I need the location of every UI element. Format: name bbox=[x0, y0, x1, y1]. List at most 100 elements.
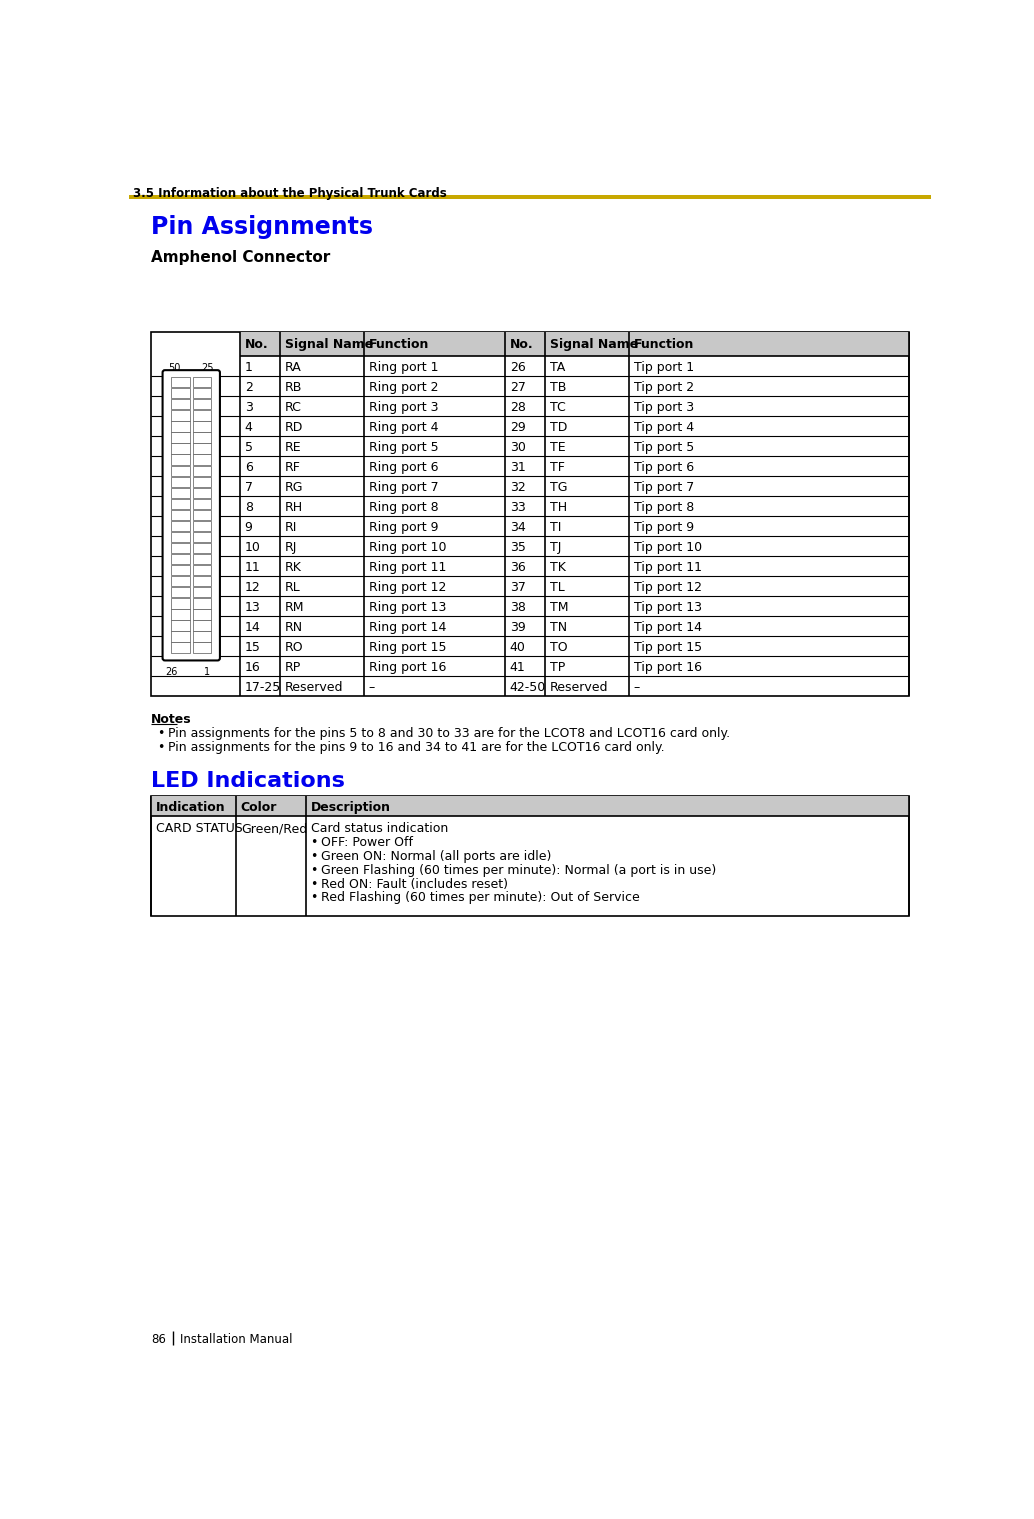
Text: 86: 86 bbox=[151, 1332, 165, 1346]
Text: 40: 40 bbox=[510, 641, 525, 655]
Text: Ring port 15: Ring port 15 bbox=[369, 641, 447, 655]
Text: Ring port 12: Ring port 12 bbox=[369, 582, 446, 594]
Text: TC: TC bbox=[550, 401, 566, 415]
Text: RA: RA bbox=[285, 362, 302, 374]
Text: RB: RB bbox=[285, 381, 302, 393]
Bar bbox=[192, 576, 211, 586]
Text: RK: RK bbox=[285, 561, 302, 574]
Bar bbox=[192, 465, 211, 475]
Bar bbox=[192, 399, 211, 410]
Text: •: • bbox=[310, 878, 318, 890]
Text: TA: TA bbox=[550, 362, 566, 374]
Text: 28: 28 bbox=[510, 401, 525, 415]
Text: RG: RG bbox=[285, 482, 304, 494]
Text: 32: 32 bbox=[510, 482, 525, 494]
FancyBboxPatch shape bbox=[162, 371, 220, 661]
Text: 16: 16 bbox=[245, 661, 261, 674]
Text: Green Flashing (60 times per minute): Normal (a port is in use): Green Flashing (60 times per minute): No… bbox=[322, 864, 717, 876]
Bar bbox=[171, 433, 189, 442]
Bar bbox=[151, 796, 909, 816]
Bar bbox=[171, 421, 189, 431]
Text: Tip port 8: Tip port 8 bbox=[634, 501, 694, 513]
Text: Ring port 11: Ring port 11 bbox=[369, 561, 446, 574]
Text: •: • bbox=[310, 835, 318, 849]
Text: TB: TB bbox=[550, 381, 567, 393]
Text: 33: 33 bbox=[510, 501, 525, 513]
Bar bbox=[192, 521, 211, 532]
Text: Ring port 4: Ring port 4 bbox=[369, 421, 438, 434]
Text: No.: No. bbox=[510, 337, 534, 351]
Text: TO: TO bbox=[550, 641, 568, 655]
Text: Tip port 7: Tip port 7 bbox=[634, 482, 694, 494]
Text: Notes: Notes bbox=[151, 712, 191, 726]
Text: Green/Red: Green/Red bbox=[241, 822, 307, 835]
Text: 10: 10 bbox=[245, 541, 261, 554]
Text: Pin assignments for the pins 9 to 16 and 34 to 41 are for the LCOT16 card only.: Pin assignments for the pins 9 to 16 and… bbox=[168, 741, 665, 753]
Bar bbox=[192, 477, 211, 488]
Text: 50: 50 bbox=[168, 363, 180, 374]
Text: 34: 34 bbox=[510, 521, 525, 535]
Bar bbox=[192, 588, 211, 597]
Bar bbox=[192, 632, 211, 641]
Bar bbox=[192, 542, 211, 553]
Text: Ring port 8: Ring port 8 bbox=[369, 501, 438, 513]
Bar bbox=[192, 433, 211, 442]
Text: TH: TH bbox=[550, 501, 568, 513]
Bar bbox=[171, 521, 189, 532]
Bar bbox=[192, 565, 211, 576]
Text: 37: 37 bbox=[510, 582, 525, 594]
Text: Green ON: Normal (all ports are idle): Green ON: Normal (all ports are idle) bbox=[322, 849, 552, 863]
Text: 39: 39 bbox=[510, 621, 525, 633]
Text: TG: TG bbox=[550, 482, 568, 494]
Bar bbox=[151, 333, 909, 696]
Bar bbox=[171, 632, 189, 641]
Text: RJ: RJ bbox=[285, 541, 298, 554]
Bar bbox=[192, 598, 211, 609]
Text: 35: 35 bbox=[510, 541, 525, 554]
Text: RC: RC bbox=[285, 401, 302, 415]
Bar bbox=[171, 444, 189, 454]
Text: 27: 27 bbox=[510, 381, 525, 393]
Bar bbox=[171, 454, 189, 465]
Text: RL: RL bbox=[285, 582, 301, 594]
Text: Tip port 13: Tip port 13 bbox=[634, 602, 702, 614]
Text: RN: RN bbox=[285, 621, 303, 633]
Text: •: • bbox=[157, 726, 164, 740]
Bar bbox=[129, 196, 931, 199]
Bar bbox=[192, 510, 211, 519]
Bar bbox=[192, 609, 211, 620]
Text: No.: No. bbox=[245, 337, 269, 351]
Text: 6: 6 bbox=[245, 462, 252, 474]
Text: 42-50: 42-50 bbox=[510, 681, 546, 694]
Text: 2: 2 bbox=[245, 381, 252, 393]
Text: Ring port 1: Ring port 1 bbox=[369, 362, 438, 374]
Text: Pin assignments for the pins 5 to 8 and 30 to 33 are for the LCOT8 and LCOT16 ca: Pin assignments for the pins 5 to 8 and … bbox=[168, 726, 730, 740]
Text: Tip port 2: Tip port 2 bbox=[634, 381, 694, 393]
Text: Tip port 11: Tip port 11 bbox=[634, 561, 702, 574]
Text: Installation Manual: Installation Manual bbox=[180, 1332, 293, 1346]
Text: –: – bbox=[369, 681, 375, 694]
Text: RF: RF bbox=[285, 462, 301, 474]
Text: Function: Function bbox=[634, 337, 694, 351]
Bar bbox=[171, 620, 189, 630]
Bar bbox=[192, 498, 211, 509]
Bar bbox=[171, 498, 189, 509]
Text: 31: 31 bbox=[510, 462, 525, 474]
Text: Signal Name: Signal Name bbox=[285, 337, 373, 351]
Bar bbox=[171, 488, 189, 498]
Text: Ring port 5: Ring port 5 bbox=[369, 441, 438, 454]
Text: RI: RI bbox=[285, 521, 298, 535]
Bar bbox=[192, 421, 211, 431]
Text: Indication: Indication bbox=[155, 801, 225, 814]
Text: 1: 1 bbox=[204, 667, 210, 676]
Bar bbox=[171, 609, 189, 620]
Bar bbox=[192, 532, 211, 542]
Bar bbox=[171, 377, 189, 387]
Bar bbox=[171, 510, 189, 519]
Bar bbox=[171, 410, 189, 421]
Bar bbox=[192, 410, 211, 421]
Text: TF: TF bbox=[550, 462, 565, 474]
Text: RO: RO bbox=[285, 641, 304, 655]
Bar bbox=[151, 796, 909, 916]
Text: •: • bbox=[310, 892, 318, 904]
